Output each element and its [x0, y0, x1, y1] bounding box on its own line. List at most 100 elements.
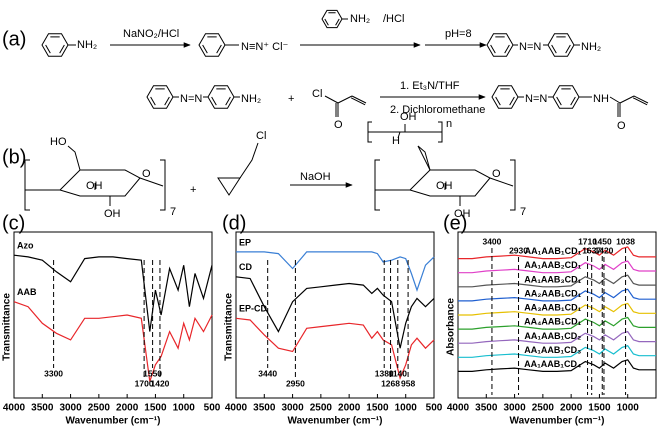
bond	[350, 97, 366, 106]
bond	[632, 97, 648, 106]
bond	[570, 96, 576, 106]
scheme-text: N≡N⁺ Cl⁻	[241, 41, 289, 53]
scheme-text: NH₂	[77, 39, 97, 51]
marker-label: 2930	[509, 245, 528, 255]
bond	[374, 159, 380, 211]
scheme-text: (a)	[2, 28, 26, 50]
marker-label: 1140	[389, 368, 408, 378]
scheme-text: NaNO₂/HCl	[123, 28, 179, 40]
spectrum-line	[235, 317, 435, 380]
benzene-ring	[198, 33, 226, 57]
bond	[509, 96, 515, 106]
scheme-text: 7	[520, 206, 526, 218]
bond	[59, 44, 65, 54]
x-tick-label: 2500	[310, 403, 333, 414]
scheme-text: HO	[50, 136, 67, 148]
x-tick-label: 3000	[503, 403, 526, 414]
x-tick-label: 3500	[253, 403, 276, 414]
scheme-text: N=N	[525, 93, 547, 105]
bond	[565, 44, 571, 54]
spectrum-line	[458, 246, 656, 260]
bond	[489, 177, 514, 187]
x-tick-label: 1000	[395, 403, 418, 414]
bond	[551, 44, 557, 54]
series-label: AA₁AAB₃CD₁	[524, 274, 581, 284]
spectrum-line	[458, 288, 656, 302]
marker-label: 1550	[143, 368, 162, 378]
scheme-text: N=N	[180, 93, 202, 105]
bond	[239, 142, 259, 179]
spectrum-line	[458, 344, 656, 358]
scheme-text: +	[288, 93, 294, 105]
spectrum-line	[458, 330, 656, 344]
scheme-text: O	[142, 168, 151, 180]
series-label: EP	[239, 237, 251, 247]
x-axis-label: Wavenumber (cm⁻¹)	[66, 416, 161, 427]
bond	[609, 96, 621, 104]
x-tick-label: 3000	[281, 403, 304, 414]
benzene-ring	[552, 85, 580, 109]
series-label: AA₁AAB₁CD₂	[524, 331, 581, 341]
bond	[417, 145, 431, 171]
bond	[417, 145, 431, 171]
marker-label: 2950	[286, 378, 305, 388]
marker-label: 958	[401, 378, 415, 388]
x-tick-label: 500	[204, 403, 221, 414]
x-tick-label: 1500	[588, 403, 611, 414]
reaction-scheme: (a) NH₂ NaNO₂/HCl N≡N⁺ Cl⁻ NH₂/HCl pH=8 N=N NH₂…	[2, 9, 649, 220]
bond	[216, 44, 222, 54]
bond	[211, 96, 217, 106]
bond	[67, 145, 81, 171]
series-label: AA₄AAB₁CD₁	[524, 317, 582, 327]
scheme-text: NH₂	[350, 13, 370, 25]
bond	[397, 131, 401, 139]
scheme-text: NH₂	[581, 41, 601, 53]
series-label: CD	[239, 262, 252, 272]
benzene-ring	[207, 85, 235, 109]
marker-label: 3400	[482, 236, 501, 246]
spectrum-line	[458, 316, 656, 330]
x-tick-label: 3000	[59, 403, 82, 414]
benzene-ring	[321, 9, 343, 29]
benzene-ring	[486, 33, 514, 57]
scheme-text: NH	[593, 93, 609, 105]
bond	[337, 95, 353, 104]
bond	[351, 95, 367, 104]
x-tick-label: 2500	[88, 403, 111, 414]
scheme-text: pH=8	[445, 28, 472, 40]
x-tick-label: 500	[426, 403, 443, 414]
bond	[164, 96, 170, 106]
marker-label: 1637	[582, 245, 601, 255]
scheme-text: OH	[400, 111, 417, 123]
marker-label: 1268	[381, 378, 400, 388]
marker-label: 1420	[150, 378, 169, 388]
x-tick-label: 3500	[31, 403, 54, 414]
benzene-ring	[547, 33, 575, 57]
x-tick-label: 1500	[366, 403, 389, 414]
x-tick-label: 4000	[225, 403, 248, 414]
x-tick-label: 2500	[532, 403, 555, 414]
epoxide	[217, 177, 241, 196]
marker-label: 1038	[616, 236, 635, 246]
x-axis-label: Wavenumber (cm⁻¹)	[288, 416, 383, 427]
spectrum-line	[13, 254, 213, 332]
bond	[45, 44, 51, 54]
marker-label: 3300	[44, 368, 63, 378]
y-axis-label: Transmittance	[2, 293, 13, 361]
x-tick-label: 2000	[560, 403, 583, 414]
series-label: AA₁AAB₂CD₁	[524, 260, 581, 270]
x-axis-label: Wavenumber (cm⁻¹)	[510, 416, 605, 427]
marker-label: 1380	[375, 368, 394, 378]
scheme-text: Cl	[256, 130, 266, 142]
spectrum-line	[236, 251, 435, 292]
scheme-text: O	[334, 119, 343, 131]
scheme-text: O	[617, 120, 626, 132]
series-label: AA₁AAB₁CD₃	[524, 345, 581, 355]
benzene-ring	[41, 33, 69, 57]
scheme-text: N=N	[519, 41, 541, 53]
x-tick-label: 1000	[173, 403, 196, 414]
series-label: AAB	[17, 287, 37, 297]
series-label: EP-CD	[239, 304, 268, 314]
bond	[202, 44, 208, 54]
scheme-text: n	[446, 118, 452, 130]
